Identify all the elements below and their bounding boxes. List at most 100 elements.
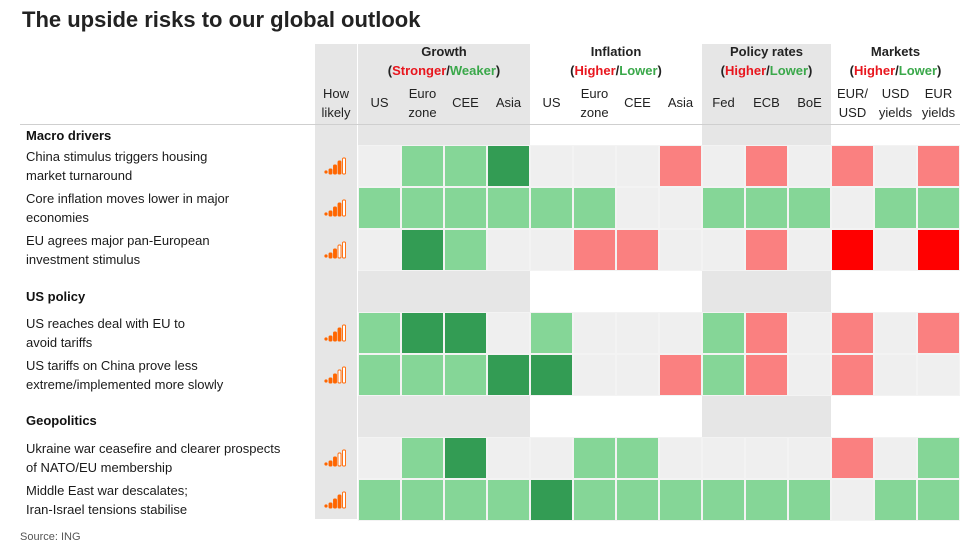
heat-cell <box>616 354 659 396</box>
signal-bar-filled <box>328 377 333 384</box>
heat-cell <box>788 187 831 229</box>
heat-cell <box>530 312 573 354</box>
group-header: Inflation (Higher/Lower) <box>530 42 702 80</box>
heat-cell <box>487 145 530 187</box>
heat-cell <box>573 312 616 354</box>
row-label: China stimulus triggers housing market tu… <box>26 149 208 183</box>
heat-cell <box>917 145 960 187</box>
heat-cell <box>745 354 788 396</box>
row-label: EU agrees major pan-European investment s… <box>26 233 210 267</box>
signal-bar-filled <box>328 335 333 342</box>
heat-cell <box>358 312 401 354</box>
signal-bar-empty <box>337 244 342 259</box>
heat-cell <box>702 479 745 521</box>
signal-bar-filled <box>337 160 342 175</box>
heat-cell <box>874 437 917 479</box>
column-header: US <box>370 95 389 110</box>
column-header: EUR yields <box>921 86 956 120</box>
heat-cell <box>530 437 573 479</box>
heat-cell <box>573 437 616 479</box>
section-title: Macro drivers <box>26 128 112 143</box>
heat-cell <box>487 354 530 396</box>
signal-bar-filled <box>337 202 342 217</box>
group-name: Inflation <box>590 44 642 59</box>
heat-cell <box>917 229 960 271</box>
column-header: US <box>542 95 561 110</box>
signal-bar-filled <box>328 210 333 217</box>
signal-dot <box>324 254 328 258</box>
group-direction: (Higher/Lower) <box>849 63 942 78</box>
heat-cell <box>444 145 487 187</box>
heat-cell <box>444 229 487 271</box>
group-header: Growth (Stronger/Weaker) <box>358 42 530 80</box>
column-header: EUR/USD <box>836 86 869 120</box>
column-header: CEE <box>624 95 651 110</box>
heat-cell <box>788 229 831 271</box>
heat-cell <box>530 145 573 187</box>
heat-cell <box>917 479 960 521</box>
heat-cell <box>358 187 401 229</box>
likelihood-signal-icon <box>324 491 348 509</box>
heat-cell <box>358 479 401 521</box>
heat-cell <box>702 437 745 479</box>
likelihood-signal-icon <box>324 449 348 467</box>
column-header: CEE <box>452 95 479 110</box>
heat-cell <box>530 354 573 396</box>
signal-bar-empty <box>342 491 346 509</box>
signal-bar-empty <box>342 324 346 342</box>
heat-cell <box>616 312 659 354</box>
signal-dot <box>324 379 328 383</box>
positive-label: Higher <box>853 63 896 78</box>
page-title: The upside risks to our global outlook <box>22 7 421 32</box>
heat-cell <box>788 479 831 521</box>
column-header: Asia <box>667 95 694 110</box>
section-title: Geopolitics <box>26 413 97 428</box>
heat-cell <box>874 354 917 396</box>
likelihood-signal-icon <box>324 199 348 217</box>
group-name: Growth <box>421 44 467 59</box>
heat-cell <box>659 187 702 229</box>
column-header: USD yields <box>878 86 913 120</box>
heat-cell <box>444 354 487 396</box>
heat-cell <box>745 479 788 521</box>
heat-cell <box>444 479 487 521</box>
column-header: Euro zone <box>580 86 609 120</box>
signal-bar-empty <box>342 241 346 259</box>
heat-cell <box>874 145 917 187</box>
heat-cell <box>573 479 616 521</box>
signal-bar-filled <box>333 164 337 175</box>
heat-cell <box>745 187 788 229</box>
signal-bars <box>324 366 346 384</box>
heat-cell <box>831 187 874 229</box>
heat-cell <box>831 437 874 479</box>
heat-cell <box>616 145 659 187</box>
heat-cell <box>487 187 530 229</box>
heat-cell <box>616 479 659 521</box>
heat-cell <box>659 437 702 479</box>
column-header: ECB <box>753 95 780 110</box>
likelihood-signal-icon <box>324 324 348 342</box>
heat-cell <box>358 229 401 271</box>
positive-label: Higher <box>574 63 616 78</box>
heat-cell <box>444 187 487 229</box>
heat-cell <box>616 437 659 479</box>
row-label: US tariffs on China prove less extreme/im… <box>26 358 224 392</box>
likelihood-signal-icon <box>324 157 348 175</box>
heat-cell <box>917 312 960 354</box>
heat-cell <box>487 479 530 521</box>
heat-cell <box>616 229 659 271</box>
heat-cell <box>874 312 917 354</box>
signal-bar-empty <box>342 366 346 384</box>
negative-label: Lower <box>619 63 658 78</box>
signal-bar-empty <box>337 452 342 467</box>
source-note: Source: ING <box>20 531 81 543</box>
signal-bar-filled <box>328 502 333 509</box>
heat-cell <box>917 187 960 229</box>
signal-bar-filled <box>333 373 337 384</box>
signal-bar-filled <box>333 331 337 342</box>
heat-cell <box>788 354 831 396</box>
heat-cell <box>358 145 401 187</box>
signal-dot <box>324 337 328 341</box>
heat-cell <box>487 312 530 354</box>
